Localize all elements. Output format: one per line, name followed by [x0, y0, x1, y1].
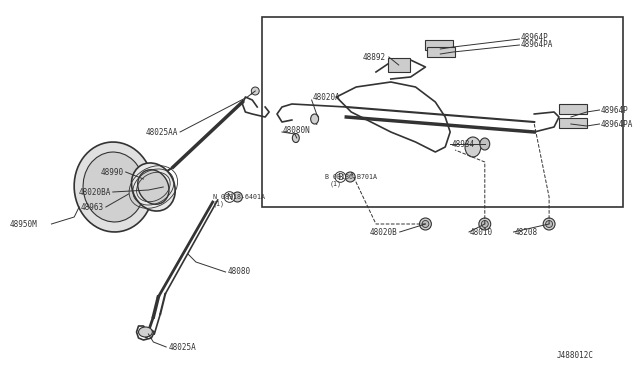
- Ellipse shape: [138, 327, 152, 337]
- Text: 48990: 48990: [100, 167, 124, 176]
- Text: 48208: 48208: [515, 228, 538, 237]
- Text: (1): (1): [330, 180, 342, 186]
- Text: 48964PA: 48964PA: [520, 39, 553, 48]
- Text: 48892: 48892: [363, 52, 386, 61]
- Text: 48964P: 48964P: [600, 106, 628, 115]
- Text: N 08918-6401A: N 08918-6401A: [212, 194, 265, 200]
- Ellipse shape: [543, 218, 555, 230]
- Text: (1): (1): [212, 200, 225, 206]
- Text: 48963: 48963: [81, 202, 104, 212]
- Ellipse shape: [480, 138, 490, 150]
- Ellipse shape: [479, 218, 491, 230]
- Ellipse shape: [138, 170, 169, 204]
- Text: B 0B1B6-B701A: B 0B1B6-B701A: [324, 174, 376, 180]
- Bar: [388, 58, 410, 72]
- Text: 48025AA: 48025AA: [146, 128, 178, 137]
- Text: 48020B: 48020B: [370, 228, 397, 237]
- Text: 48934: 48934: [451, 140, 474, 148]
- Ellipse shape: [346, 172, 355, 182]
- Bar: [428, 47, 455, 57]
- Bar: [559, 118, 587, 128]
- Ellipse shape: [546, 221, 552, 228]
- Ellipse shape: [252, 87, 259, 95]
- Text: 48964PA: 48964PA: [600, 119, 633, 128]
- Text: 48025A: 48025A: [168, 343, 196, 352]
- Bar: [559, 104, 587, 114]
- Ellipse shape: [292, 134, 300, 142]
- Text: 48080N: 48080N: [283, 125, 310, 135]
- Text: 48950M: 48950M: [10, 219, 38, 228]
- Ellipse shape: [310, 114, 319, 124]
- Ellipse shape: [74, 142, 154, 232]
- Bar: [262, 17, 623, 207]
- Ellipse shape: [465, 137, 481, 157]
- Ellipse shape: [232, 192, 243, 202]
- Text: 48020BA: 48020BA: [79, 187, 111, 196]
- Text: 48010: 48010: [470, 228, 493, 237]
- Text: B: B: [337, 173, 343, 182]
- Bar: [426, 40, 453, 50]
- Ellipse shape: [422, 221, 429, 228]
- Ellipse shape: [131, 163, 175, 211]
- Text: 48964P: 48964P: [520, 32, 548, 42]
- Ellipse shape: [419, 218, 431, 230]
- Text: 48080: 48080: [228, 267, 251, 276]
- Text: J488012C: J488012C: [557, 351, 594, 360]
- Ellipse shape: [83, 152, 145, 222]
- Text: N: N: [227, 192, 233, 202]
- Text: 48020A: 48020A: [313, 93, 340, 102]
- Ellipse shape: [481, 221, 488, 228]
